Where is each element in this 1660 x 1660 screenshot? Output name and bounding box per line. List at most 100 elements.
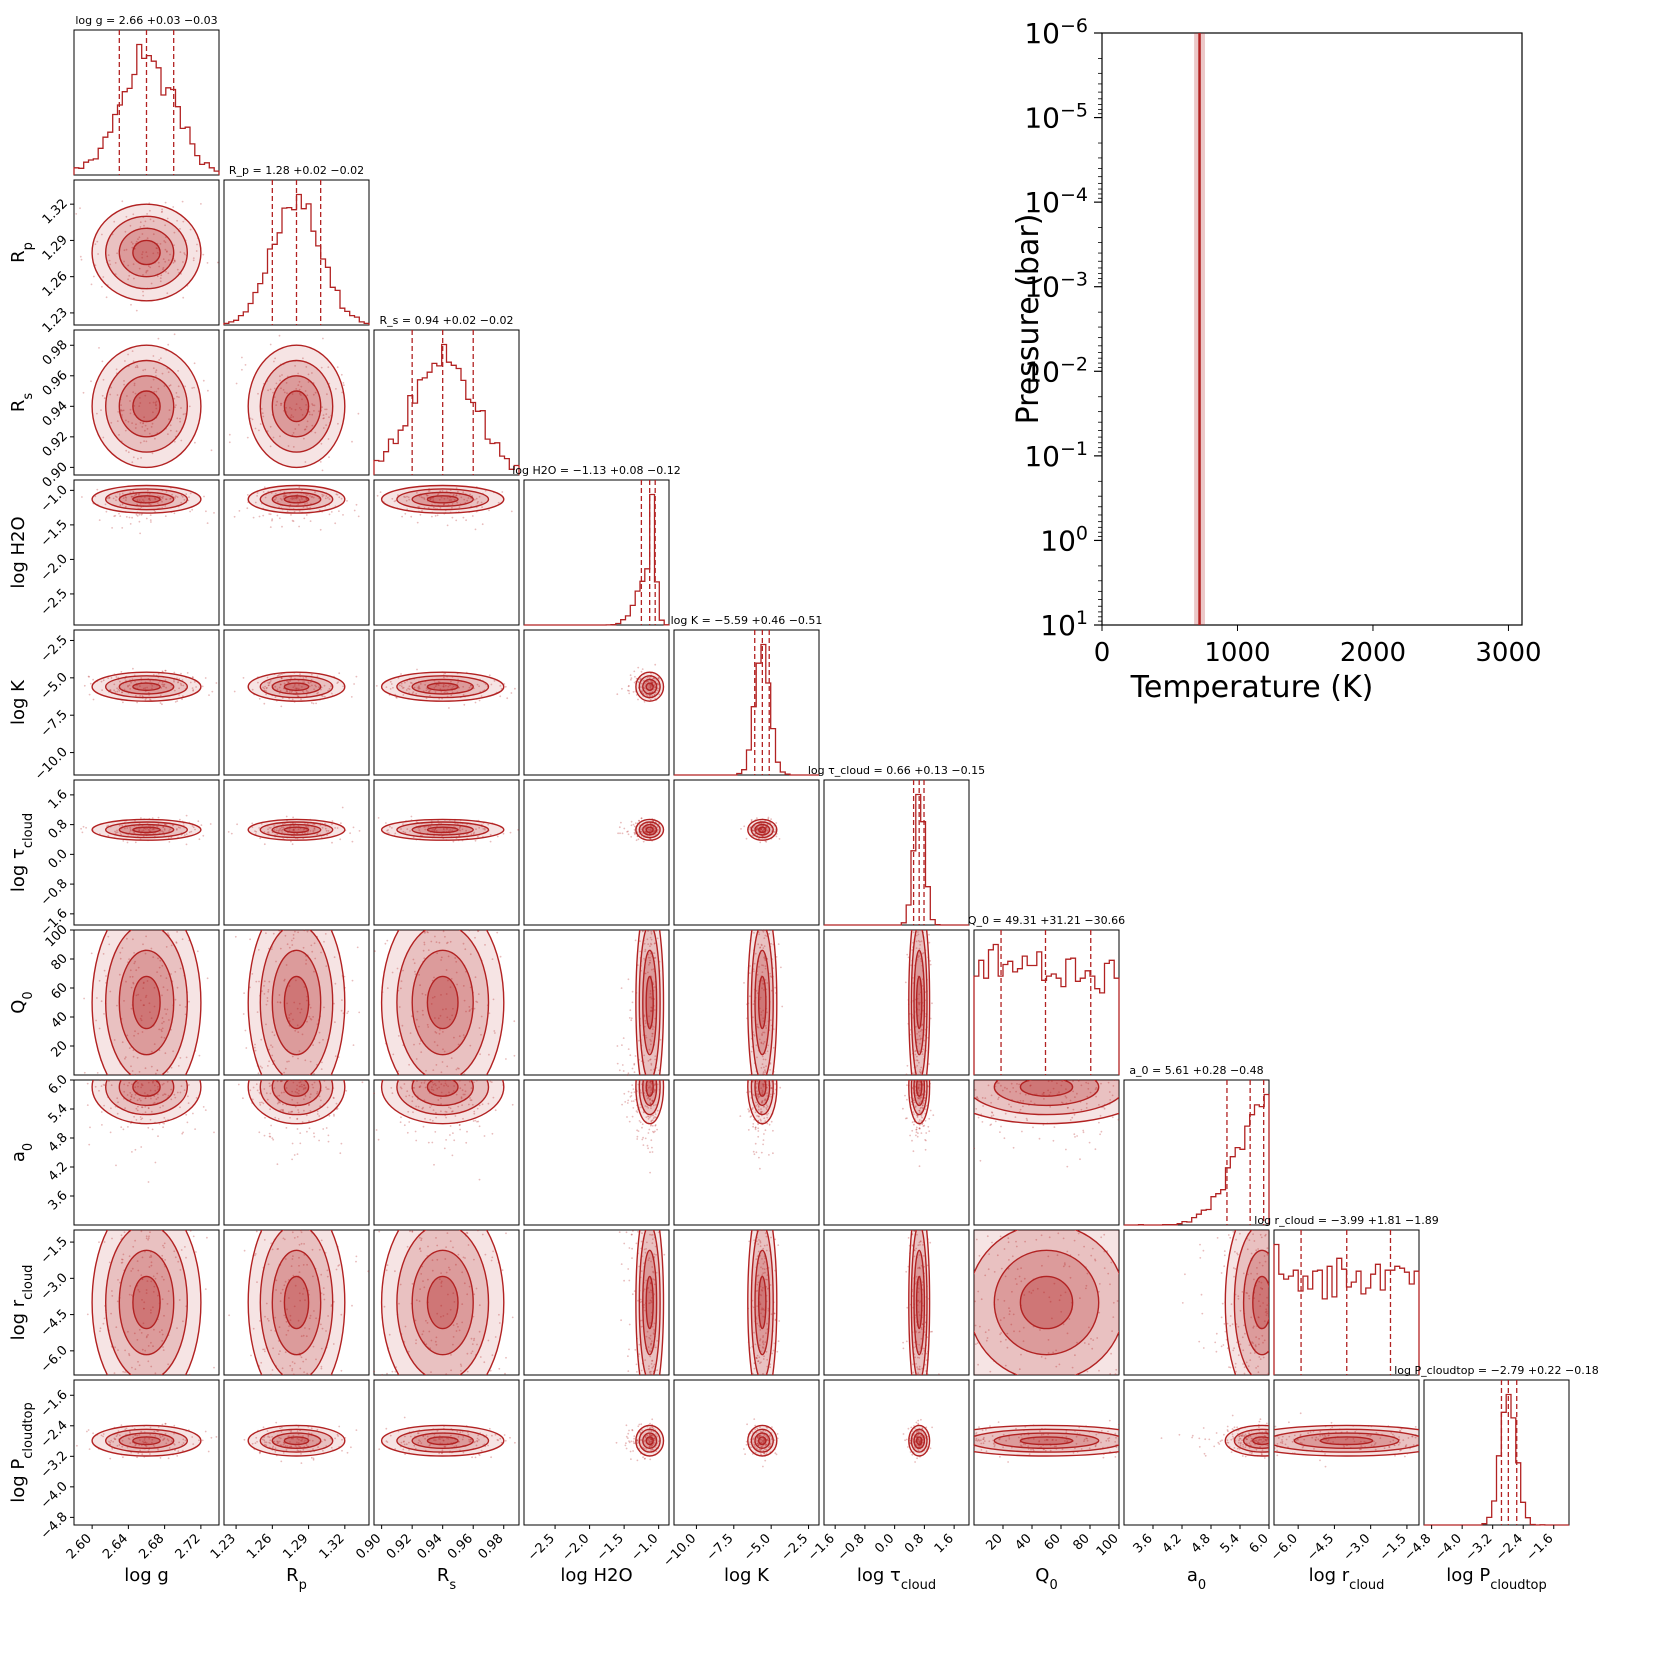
- sample-point: [181, 698, 183, 701]
- sample-point: [617, 832, 619, 835]
- sample-point: [263, 702, 266, 705]
- density-logtau-vs-a0: [823, 1079, 970, 1226]
- sample-point: [176, 700, 179, 702]
- sample-point: [227, 831, 230, 833]
- sample-point: [291, 1158, 293, 1161]
- y-tick-label: 1.26: [40, 269, 71, 300]
- sample-point: [144, 368, 147, 371]
- sample-point: [88, 693, 91, 696]
- sample-point: [504, 685, 507, 688]
- sample-point: [146, 269, 149, 272]
- sample-point: [626, 1102, 629, 1104]
- sample-point: [134, 427, 137, 429]
- sample-point: [96, 488, 99, 491]
- sample-point: [167, 343, 170, 346]
- sample-point: [201, 685, 204, 688]
- sample-point: [128, 516, 131, 519]
- sample-point: [213, 1366, 215, 1369]
- density-Rs-vs-logH2O: [373, 479, 520, 626]
- sample-point: [157, 337, 160, 340]
- sample-point: [343, 384, 345, 387]
- sample-point: [116, 420, 119, 422]
- sample-point: [268, 1132, 271, 1135]
- sample-point: [168, 409, 171, 411]
- sample-point: [197, 820, 200, 823]
- sample-point: [325, 424, 327, 426]
- sample-point: [150, 426, 153, 428]
- sample-point: [478, 1125, 481, 1128]
- sample-point: [306, 394, 309, 397]
- sample-point: [331, 820, 334, 822]
- contour-levels: [247, 344, 346, 469]
- sample-point: [408, 1121, 411, 1123]
- sample-point: [911, 1121, 914, 1124]
- sample-point: [489, 840, 492, 843]
- sample-point: [414, 1130, 417, 1133]
- y-tick-label: 0.90: [40, 460, 71, 491]
- sample-point: [775, 835, 778, 838]
- sample-point: [346, 1012, 349, 1014]
- sample-point: [235, 382, 238, 385]
- sample-point: [180, 439, 183, 442]
- sample-point: [163, 240, 166, 242]
- sample-point: [160, 211, 163, 214]
- sample-point: [142, 369, 145, 372]
- sample-point: [241, 356, 243, 359]
- sample-point: [756, 817, 758, 819]
- sample-point: [629, 1095, 632, 1098]
- sample-point: [150, 521, 152, 523]
- sample-point: [98, 1241, 100, 1244]
- sample-point: [506, 697, 509, 700]
- sample-point: [134, 1148, 137, 1151]
- sample-point: [1098, 1121, 1100, 1124]
- sample-point: [641, 1138, 644, 1141]
- sample-point: [278, 517, 281, 520]
- sample-point: [144, 394, 147, 397]
- sample-point: [628, 685, 630, 687]
- sample-point: [377, 817, 380, 819]
- sample-point: [327, 1140, 330, 1143]
- sample-point: [105, 510, 108, 513]
- sample-point: [627, 1048, 630, 1050]
- sample-point: [313, 1132, 315, 1135]
- sample-point: [628, 692, 631, 695]
- sample-point: [269, 445, 272, 448]
- density-Rp-vs-Q0: [223, 929, 370, 1076]
- sample-point: [80, 827, 82, 830]
- sample-point: [145, 270, 148, 273]
- sample-point: [82, 391, 85, 394]
- sample-point: [132, 213, 135, 216]
- sample-point: [340, 373, 343, 376]
- sample-point: [185, 843, 188, 846]
- panel-frame: [673, 779, 820, 926]
- sample-point: [126, 841, 129, 844]
- sample-point: [100, 409, 102, 411]
- sample-point: [195, 1251, 197, 1253]
- sample-point: [142, 422, 145, 424]
- sample-point: [1066, 1165, 1069, 1168]
- sample-point: [632, 1100, 635, 1102]
- sample-point: [1088, 1141, 1091, 1144]
- sample-point: [120, 409, 122, 412]
- sample-point: [293, 1154, 296, 1156]
- sample-point: [355, 675, 358, 678]
- sample-point: [184, 413, 187, 415]
- sample-point: [175, 392, 178, 394]
- sample-point: [772, 1129, 774, 1132]
- sample-point: [168, 418, 171, 421]
- sample-point: [651, 1124, 654, 1127]
- sample-point: [152, 220, 155, 223]
- sample-point: [1074, 1136, 1076, 1138]
- sample-point: [177, 385, 180, 388]
- sample-point: [155, 369, 158, 372]
- sample-point: [150, 386, 153, 389]
- density-logK-vs-logtau: [673, 779, 820, 926]
- sample-point: [1021, 1130, 1023, 1133]
- sample-point: [902, 1107, 904, 1110]
- sample-point: [88, 1143, 91, 1146]
- y-tick-label: −2.5: [38, 633, 71, 666]
- sample-point: [149, 266, 152, 269]
- sample-point: [129, 523, 132, 525]
- sample-point: [116, 394, 119, 396]
